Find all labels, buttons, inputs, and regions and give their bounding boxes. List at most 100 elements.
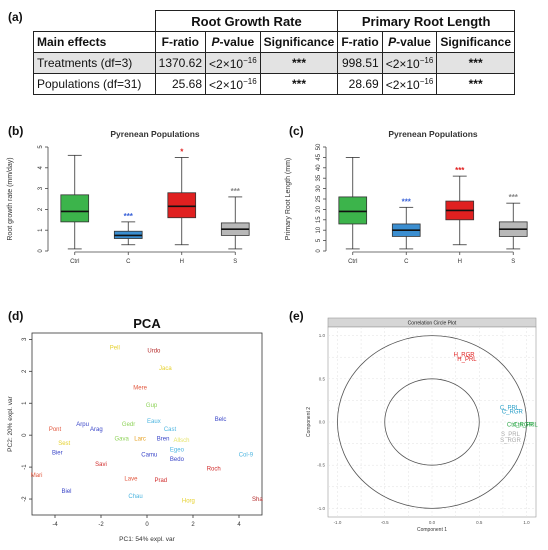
panel-a-label: (a) (8, 10, 23, 24)
y-tick-label: 15 (316, 216, 322, 223)
p-base: <2×10 (209, 77, 244, 92)
significance-marker: *** (402, 197, 412, 206)
cell-p1: <2×10−16 (205, 73, 261, 95)
point-label: Pell (110, 345, 120, 351)
panel-c-label: (c) (289, 124, 304, 138)
pca-scatter-plot: PCA -4 -2 0 2 4 -2 -1 0 1 2 3 PC1: 54% expl. var PC2:… (7, 316, 263, 543)
y-tick-label: -0.5 (317, 463, 325, 468)
significance-marker: *** (455, 166, 465, 175)
y-tick-label: 1 (22, 401, 28, 405)
y-tick-label: 4 (38, 165, 44, 169)
cell-f2: 998.51 (337, 52, 383, 74)
y-tick-label: 50 (316, 143, 322, 150)
y-tick-label: 5 (38, 145, 44, 149)
x-tick-label: -1.0 (334, 520, 342, 525)
x-tick-label: S (233, 259, 237, 265)
y-tick-label: 40 (316, 164, 322, 171)
y-tick-label: 0.5 (319, 376, 326, 381)
point-label: Allsch (173, 438, 189, 444)
point-label: Arpu (76, 422, 89, 428)
y-tick-label: 0 (22, 433, 28, 437)
variable-label: Ctrl_PRL (513, 423, 538, 429)
box-body (167, 192, 197, 219)
row-effect-populations: Populations (df=31) (33, 73, 156, 95)
y-tick-label: 20 (316, 205, 322, 212)
column-header-significance-2: Significance (436, 31, 515, 53)
y-tick-label: 3 (22, 337, 28, 341)
point-label: Mere (133, 385, 147, 391)
box-body (338, 196, 368, 225)
cell-f1: 1370.62 (154, 52, 207, 74)
y-axis-label: Primary Root Length (mm) (285, 158, 292, 240)
p-exp: −16 (419, 55, 434, 65)
y-axis-label: Root growth rate (mm/day) (7, 157, 14, 240)
chart-title: PCA (133, 316, 161, 331)
p-base: <2×10 (209, 56, 244, 71)
y-tick-label: 0.0 (319, 420, 326, 425)
point-label: Camu (141, 452, 157, 458)
y-axis-label: PC2: 20% expl. var (7, 395, 14, 451)
point-label: Savi (95, 462, 107, 468)
point-label: Bren (157, 436, 170, 442)
point-label: Bedo (170, 457, 185, 463)
x-tick-label: H (458, 259, 462, 265)
point-label: Urdo (147, 349, 161, 355)
y-tick-label: 25 (316, 195, 322, 202)
point-label: Chau (128, 494, 142, 500)
cell-f1: 25.68 (154, 73, 207, 95)
point-label: Lave (124, 476, 138, 482)
root-growth-rate-boxplot: Pyrenean Populations Root growth rate (mm… (7, 129, 250, 265)
column-header-main-effects: Main effects (33, 31, 156, 53)
chart-title: Correlation Circle Plot (408, 321, 457, 327)
p-base: <2×10 (385, 77, 420, 92)
column-header-p-value-1: P-value (205, 31, 261, 53)
x-tick-label: 2 (191, 522, 195, 528)
significance-marker: * (180, 147, 184, 156)
point-label: Pont (49, 427, 62, 433)
column-header-f-ratio-2: F-ratio (337, 31, 383, 53)
y-tick-label: -1 (22, 464, 28, 470)
y-tick-label: 45 (316, 153, 322, 160)
x-tick-label: Ctrl (348, 259, 357, 265)
correlation-circle (384, 378, 480, 466)
p-rest: -value (219, 35, 255, 49)
column-header-f-ratio-1: F-ratio (154, 31, 207, 53)
x-tick-label: C (126, 259, 131, 265)
correlation-circle (337, 335, 527, 509)
point-label: Gup (146, 403, 158, 409)
variable-label: S_PRL (501, 432, 521, 438)
panel-b-label: (b) (8, 124, 24, 138)
y-tick-label: 30 (316, 185, 322, 192)
cell-s1: *** (259, 73, 339, 95)
cell-s2: *** (436, 52, 515, 74)
box-body (60, 194, 90, 223)
y-tick-label: 1.0 (319, 333, 326, 338)
x-tick-label: 1.0 (523, 520, 530, 525)
significance-marker: *** (124, 212, 134, 221)
cell-s1: *** (259, 52, 339, 74)
variable-label: S_RGR (500, 438, 521, 444)
panel-e-label: (e) (289, 309, 304, 323)
y-tick-label: 35 (316, 174, 322, 181)
y-tick-label: 0 (316, 249, 322, 253)
y-tick-label: 5 (316, 238, 322, 242)
x-tick-label: H (180, 259, 184, 265)
variable-label: Ctrl_RGR (507, 423, 534, 429)
point-label: Bier (52, 451, 63, 457)
point-label: Biel (61, 489, 71, 495)
p-exp: −16 (243, 76, 257, 86)
point-label: Belc (215, 417, 227, 423)
column-header-p-value-2: P-value (381, 31, 438, 53)
point-label: Egeo (170, 448, 185, 454)
x-tick-label: -4 (52, 522, 58, 528)
x-tick-label: Ctrl (70, 259, 79, 265)
x-axis-label: PC1: 54% expl. var (119, 536, 175, 543)
y-axis-label: Component 2 (306, 407, 312, 437)
x-tick-label: 0.5 (476, 520, 483, 525)
primary-root-length-boxplot: Pyrenean Populations Primary Root Length … (285, 129, 528, 265)
row-effect-treatments: Treatments (df=3) (33, 52, 156, 74)
y-tick-label: 2 (38, 207, 44, 211)
main-effects-table: Root Growth Rate Primary Root Length Mai… (33, 10, 515, 95)
point-label: Sha (252, 497, 263, 503)
table-corner-blank (33, 10, 156, 32)
